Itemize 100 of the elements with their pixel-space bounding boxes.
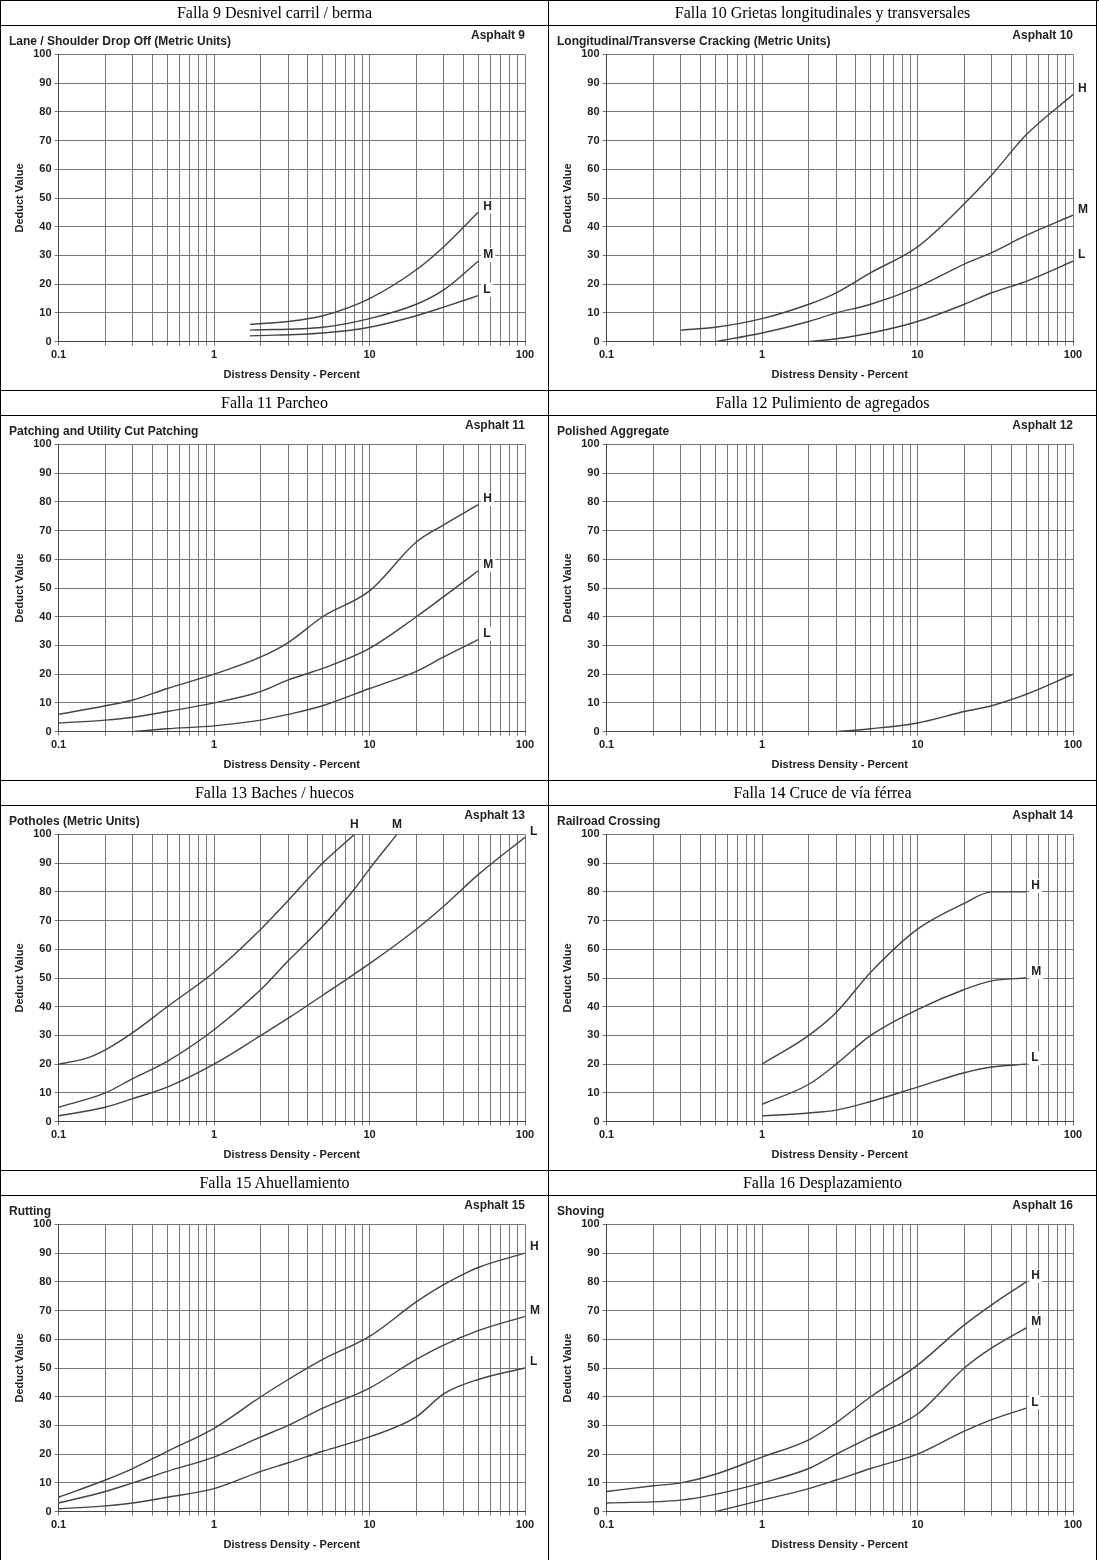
y-tick-label: 50	[587, 581, 600, 594]
series-label: M	[483, 247, 494, 262]
x-tick-label: 0.1	[50, 1518, 67, 1531]
y-tick-label: 20	[587, 1057, 600, 1070]
y-tick-label: 90	[587, 1246, 600, 1259]
x-axis-title: Distress Density - Percent	[223, 368, 361, 381]
series-label: H	[530, 1239, 539, 1254]
series-label: H	[350, 816, 359, 831]
y-tick-label: 100	[33, 827, 52, 840]
y-tick-label: 20	[39, 277, 52, 290]
x-tick-label: 0.1	[50, 738, 67, 751]
x-tick-label: 100	[1063, 1128, 1083, 1141]
series-label: H	[1031, 1268, 1040, 1283]
y-tick-label: 30	[39, 638, 52, 651]
y-tick-label: 100	[33, 437, 52, 450]
text: Asphalt 14	[1012, 808, 1074, 823]
y-tick-label: 100	[33, 47, 52, 60]
y-tick-label: 100	[581, 437, 600, 450]
chart-title: Falla 15 Ahuellamiento	[1, 1171, 548, 1196]
y-tick-label: 90	[39, 856, 52, 869]
chart-subtitle: Polished Aggregate	[557, 423, 670, 438]
y-tick-label: 0	[593, 1114, 600, 1127]
y-tick-label: 80	[587, 884, 600, 897]
y-axis-title: Deduct Value	[12, 163, 25, 233]
y-axis-title: Deduct Value	[12, 553, 25, 623]
y-tick-label: 30	[587, 638, 600, 651]
y-tick-label: 70	[39, 133, 52, 146]
x-tick-label: 0.1	[598, 1518, 615, 1531]
y-tick-label: 20	[587, 667, 600, 680]
x-tick-label: 1	[758, 1518, 766, 1531]
chart-title: Falla 16 Desplazamiento	[549, 1171, 1096, 1196]
y-tick-label: 80	[39, 884, 52, 897]
y-tick-label: 60	[587, 1332, 600, 1345]
series-label: L	[483, 626, 491, 641]
y-tick-label: 80	[587, 104, 600, 117]
y-tick-label: 10	[587, 695, 600, 708]
x-tick-label: 1	[758, 348, 766, 361]
x-tick-label: 100	[515, 348, 535, 361]
chart-title: Falla 10 Grietas longitudinales y transversales	[549, 1, 1096, 26]
y-tick-label: 40	[39, 1389, 52, 1402]
y-tick-label: 60	[39, 942, 52, 955]
x-axis-title: Distress Density - Percent	[771, 758, 909, 771]
x-tick-label: 1	[210, 348, 218, 361]
text: Asphalt 16	[1012, 1198, 1074, 1213]
y-tick-label: 40	[39, 999, 52, 1012]
x-tick-label: 10	[363, 348, 376, 361]
y-tick-label: 100	[581, 1217, 600, 1230]
y-tick-label: 0	[593, 334, 600, 347]
series-label: H	[483, 491, 492, 506]
y-axis-title: Deduct Value	[12, 1333, 25, 1403]
chart-subtitle: Shoving	[557, 1203, 605, 1218]
y-tick-label: 20	[39, 1447, 52, 1460]
y-tick-label: 90	[587, 76, 600, 89]
series-label: L	[530, 823, 538, 838]
y-tick-label: 40	[587, 219, 600, 232]
y-tick-label: 10	[587, 1085, 600, 1098]
y-tick-label: 0	[45, 724, 52, 737]
x-tick-label: 10	[363, 1128, 376, 1141]
y-tick-label: 90	[39, 1246, 52, 1259]
y-tick-label: 100	[581, 47, 600, 60]
x-tick-label: 10	[911, 1518, 924, 1531]
y-tick-label: 70	[587, 1303, 600, 1316]
x-tick-label: 10	[911, 348, 924, 361]
y-tick-label: 10	[39, 1475, 52, 1488]
y-tick-label: 10	[39, 1085, 52, 1098]
x-tick-label: 0.1	[598, 738, 615, 751]
x-tick-label: 1	[758, 1128, 766, 1141]
y-tick-label: 50	[39, 581, 52, 594]
x-axis-title: Distress Density - Percent	[223, 1148, 361, 1161]
y-tick-label: 30	[39, 1418, 52, 1431]
y-tick-label: 90	[39, 466, 52, 479]
y-tick-label: 10	[39, 305, 52, 318]
y-tick-label: 50	[39, 1361, 52, 1374]
y-tick-label: 90	[587, 856, 600, 869]
x-tick-label: 100	[515, 738, 535, 751]
x-tick-label: 1	[210, 738, 218, 751]
y-tick-label: 80	[39, 1274, 52, 1287]
y-tick-label: 40	[39, 609, 52, 622]
y-tick-label: 20	[587, 1447, 600, 1460]
series-label: M	[483, 557, 494, 572]
series-label: M	[530, 1302, 540, 1317]
y-tick-label: 50	[587, 1361, 600, 1374]
x-tick-label: 10	[911, 738, 924, 751]
y-axis-title: Deduct Value	[560, 1333, 573, 1403]
chart-title: Falla 14 Cruce de vía férrea	[549, 781, 1096, 806]
text: Asphalt 9	[470, 28, 526, 43]
y-tick-label: 30	[39, 248, 52, 261]
x-tick-label: 0.1	[50, 348, 67, 361]
x-axis-title: Distress Density - Percent	[223, 1538, 361, 1551]
y-tick-label: 60	[39, 1332, 52, 1345]
x-tick-label: 10	[363, 738, 376, 751]
y-axis-title: Deduct Value	[12, 943, 25, 1013]
y-tick-label: 90	[587, 466, 600, 479]
y-tick-label: 40	[587, 1389, 600, 1402]
series-label: M	[1031, 964, 1042, 979]
chart-subtitle: Lane / Shoulder Drop Off (Metric Units)	[9, 33, 232, 48]
y-tick-label: 30	[587, 1028, 600, 1041]
series-label: M	[1078, 201, 1088, 216]
text: Asphalt 11	[464, 418, 526, 433]
y-axis-title: Deduct Value	[560, 163, 573, 233]
